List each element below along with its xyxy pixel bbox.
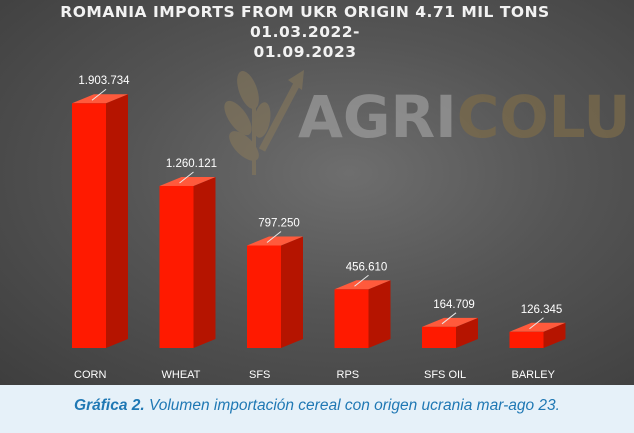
bar-top-face [509,322,566,332]
category-label: SFS OIL [424,369,466,381]
bar-front-face [247,245,281,348]
category-label: CORN [74,369,106,381]
chart-title-line-1: ROMANIA IMPORTS FROM UKR ORIGIN 4.71 MIL… [60,3,550,41]
data-label: 456.610 [346,261,388,273]
data-label: 1.260.121 [166,158,217,170]
watermark-text-column: COLUMN [457,83,634,151]
chart-title-line-2: 01.09.2023 [253,43,357,61]
data-label-leader [179,171,194,184]
data-label: 164.709 [433,299,475,311]
data-label-leader [91,88,107,101]
caption-label: Gráfica 2. [74,397,145,414]
wheat-arrow-icon [224,70,304,175]
bar-barley: 126.345 BARLEY [509,304,566,381]
bar-front-face [72,103,106,349]
bar-front-face [334,289,369,348]
bar-side-face [106,94,128,349]
category-label: BARLEY [512,369,556,381]
bar-side-face [456,317,478,348]
bar-sfs: 797.250 SFS [247,217,303,381]
watermark-text-agri: AGRI [298,83,457,151]
data-label-leader [441,312,457,325]
category-label: RPS [337,369,360,381]
bar-chart: AGRICOLUMN 1.903.734 CORN 1.260.121 WHEAT 79… [72,70,634,381]
bar-side-face [281,236,303,348]
watermark-logo: AGRICOLUMN [224,70,634,175]
bars-layer: 1.903.734 CORN 1.260.121 WHEAT 797.250 SFS 456… [72,75,566,381]
caption-text: Volumen importación cereal con origen uc… [144,397,560,414]
bar-side-face [543,322,566,348]
data-label: 797.250 [258,217,300,229]
bar-top-face [159,176,216,186]
bar-front-face [509,331,544,348]
data-label: 1.903.734 [78,75,130,87]
bar-top-face [334,280,391,290]
bar-sfs-oil: 164.709 SFS OIL [422,299,478,381]
bar-front-face [159,185,194,348]
data-label-leader [354,274,369,287]
bar-top-face [247,236,303,246]
bar-side-face [368,280,391,348]
bar-top-face [422,317,478,327]
bar-corn: 1.903.734 CORN [72,75,130,381]
bar-top-face [72,94,128,104]
chart-panel: ROMANIA IMPORTS FROM UKR ORIGIN 4.71 MIL… [0,0,634,385]
category-label: SFS [249,369,270,381]
bar-side-face [193,176,216,348]
bar-wheat: 1.260.121 WHEAT [159,158,217,381]
data-label-leader [529,317,544,330]
bar-front-face [422,326,456,348]
data-label-leader [266,231,282,243]
chart-title: ROMANIA IMPORTS FROM UKR ORIGIN 4.71 MIL… [20,2,590,62]
watermark-text: AGRICOLUMN [298,83,634,151]
figure-caption: Gráfica 2. Volumen importación cereal co… [0,397,634,415]
data-label: 126.345 [521,304,563,316]
bar-rps: 456.610 RPS [334,261,391,381]
category-label: WHEAT [162,369,201,381]
